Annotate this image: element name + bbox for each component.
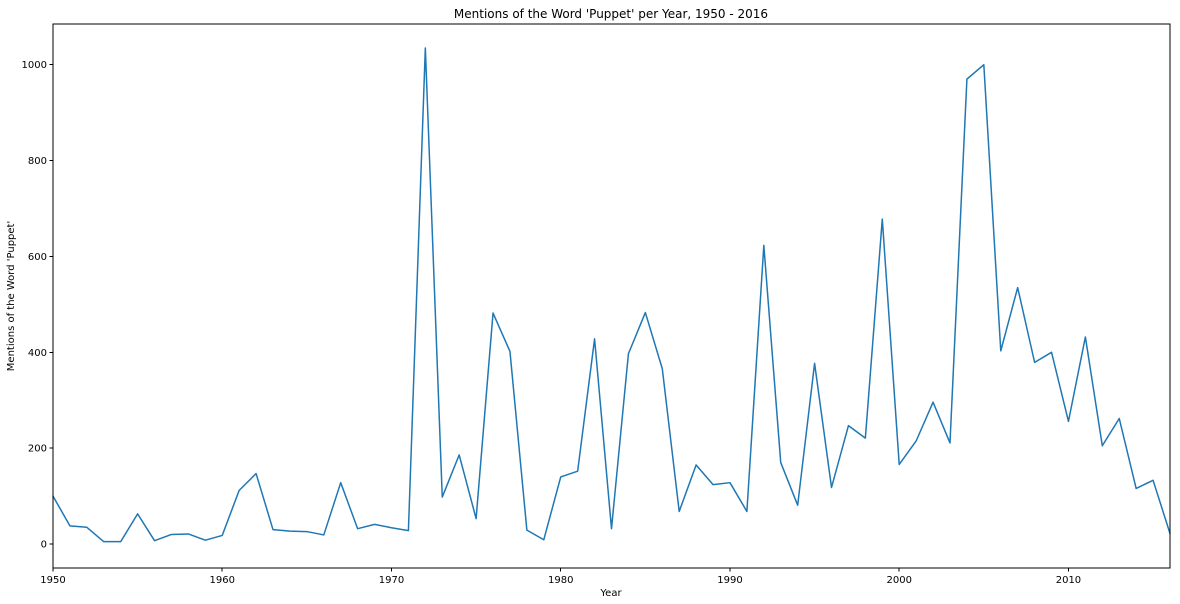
y-axis-label: Mentions of the Word 'Puppet' bbox=[6, 221, 17, 371]
y-tick-label: 200 bbox=[28, 444, 47, 455]
x-axis-label: Year bbox=[599, 588, 622, 599]
x-tick-label: 1960 bbox=[210, 575, 235, 586]
x-tick-label: 2000 bbox=[886, 575, 911, 586]
plot-frame bbox=[53, 24, 1170, 568]
x-tick-label: 2010 bbox=[1056, 575, 1081, 586]
series-line-0 bbox=[53, 48, 1170, 542]
plot-area bbox=[53, 24, 1170, 568]
x-tick-label: 1980 bbox=[548, 575, 573, 586]
y-axis: 0 200 400 600 800 1000 bbox=[22, 60, 53, 550]
y-tick-label: 600 bbox=[28, 252, 47, 263]
y-tick-label: 1000 bbox=[22, 60, 47, 71]
x-tick-label: 1990 bbox=[717, 575, 742, 586]
x-axis: 1950 1960 1970 1980 1990 2000 2010 bbox=[40, 568, 1081, 586]
y-tick-label: 400 bbox=[28, 348, 47, 359]
x-tick-label: 1970 bbox=[379, 575, 404, 586]
x-tick-label: 1950 bbox=[40, 575, 65, 586]
y-tick-label: 800 bbox=[28, 156, 47, 167]
y-tick-label: 0 bbox=[41, 540, 47, 551]
chart-title: Mentions of the Word 'Puppet' per Year, … bbox=[454, 7, 768, 21]
